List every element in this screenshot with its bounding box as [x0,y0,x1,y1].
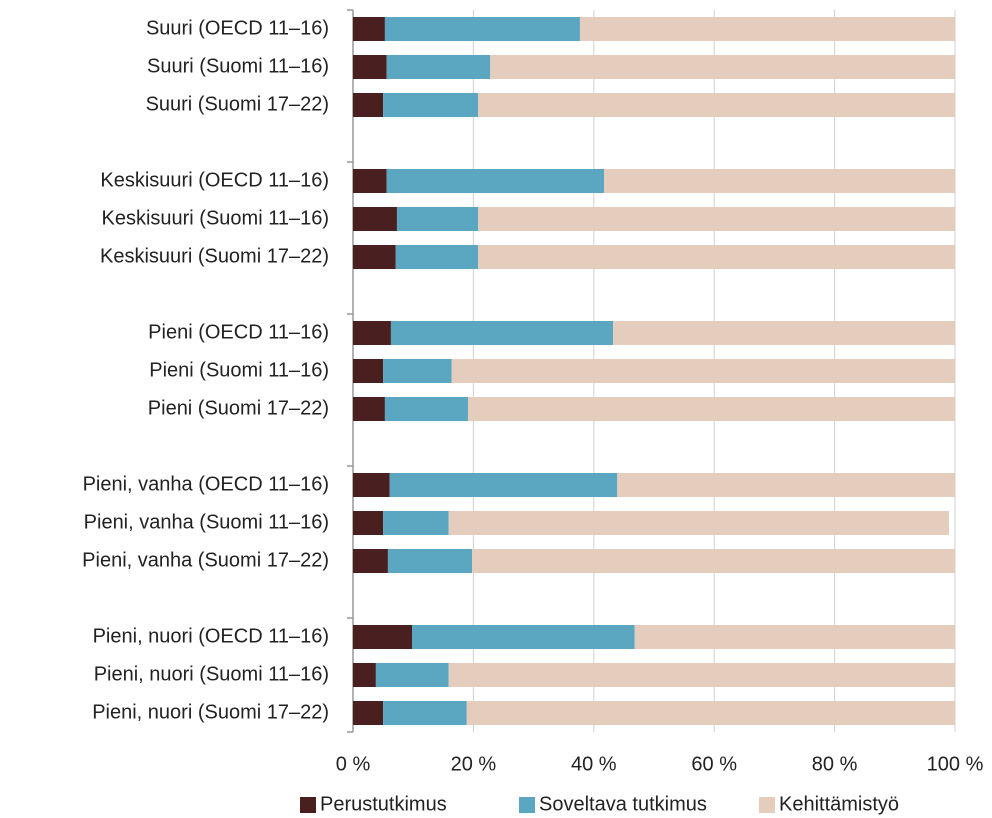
bar-segment [353,397,385,421]
bar-segment [396,207,479,231]
y-tick-label: Pieni, nuori (Suomi 11–16) [94,663,329,685]
bar-segment [387,549,473,573]
legend-swatch [300,797,316,813]
y-tick-label: Pieni, vanha (Suomi 11–16) [84,511,329,533]
y-tick-label: Keskisuuri (OECD 11–16) [100,169,329,191]
x-tick-label: 100 % [927,753,984,775]
bar-segment [353,511,384,535]
bar-segment [353,701,384,725]
bar-segment [386,55,491,79]
bar-segment [478,93,955,117]
y-tick-label: Pieni, vanha (Suomi 17–22) [82,549,329,571]
bar-segment [490,55,955,79]
bar-segment [390,321,614,345]
y-tick-label: Suuri (Suomi 17–22) [146,93,329,115]
bar-segment [478,207,955,231]
bar-segment [353,245,396,269]
legend-swatch [759,797,775,813]
bar-segment [634,625,955,649]
bar-segment [384,397,468,421]
y-tick-label: Pieni (OECD 11–16) [148,321,329,343]
bar-segment [383,93,479,117]
bar-segment [384,17,580,41]
x-tick-label: 40 % [571,753,617,775]
x-tick-label: 80 % [812,753,858,775]
bar-segment [383,701,467,725]
bar-segment [383,359,452,383]
bar-segment [466,701,955,725]
bar-segment [389,473,618,497]
bar-segment [395,245,479,269]
bar-segment [353,55,387,79]
y-tick-label: Keskisuuri (Suomi 17–22) [100,245,329,267]
bar-segment [353,625,412,649]
x-tick-label: 60 % [691,753,737,775]
y-tick-label: Suuri (OECD 11–16) [146,17,329,39]
bar-segment [353,17,385,41]
bar-segment [353,169,387,193]
bar-segment [353,359,384,383]
bar-segment [472,549,955,573]
bar-segment [383,511,449,535]
y-tick-label: Keskisuuri (Suomi 11–16) [101,207,329,229]
bar-segment [411,625,635,649]
legend-label: Kehittämistyö [779,793,899,815]
bar-segment [478,245,955,269]
legend-label: Soveltava tutkimus [539,793,707,815]
x-tick-label: 20 % [451,753,497,775]
bar-segment [448,511,949,535]
y-tick-label: Pieni, nuori (Suomi 17–22) [92,701,329,723]
y-tick-label: Pieni (Suomi 17–22) [148,397,329,419]
legend-label: Perustutkimus [320,793,447,815]
y-tick-label: Suuri (Suomi 11–16) [147,55,329,77]
bar-segment [613,321,955,345]
bar-segment [386,169,605,193]
bar-segment [353,549,388,573]
y-tick-label: Pieni (Suomi 11–16) [149,359,329,381]
bar-segment [604,169,955,193]
bar-segment [353,663,376,687]
bar-segment [353,321,391,345]
y-tick-label: Pieni, vanha (OECD 11–16) [83,473,329,495]
bar-segment [467,397,955,421]
bar-segment [451,359,955,383]
bar-segment [375,663,449,687]
bar-segment [353,207,397,231]
bar-segment [579,17,955,41]
y-tick-label: Pieni, nuori (OECD 11–16) [93,625,329,647]
legend-swatch [519,797,535,813]
x-tick-label: 0 % [336,753,371,775]
bar-segment [448,663,955,687]
bar-segment [617,473,955,497]
bar-segment [353,93,384,117]
bar-segment [353,473,390,497]
